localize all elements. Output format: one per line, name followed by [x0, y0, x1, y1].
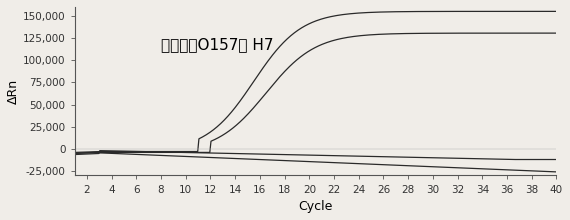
X-axis label: Cycle: Cycle: [298, 200, 333, 213]
Y-axis label: ΔRn: ΔRn: [7, 79, 20, 104]
Text: 大肠杆菌O157： H7: 大肠杆菌O157： H7: [161, 37, 274, 52]
